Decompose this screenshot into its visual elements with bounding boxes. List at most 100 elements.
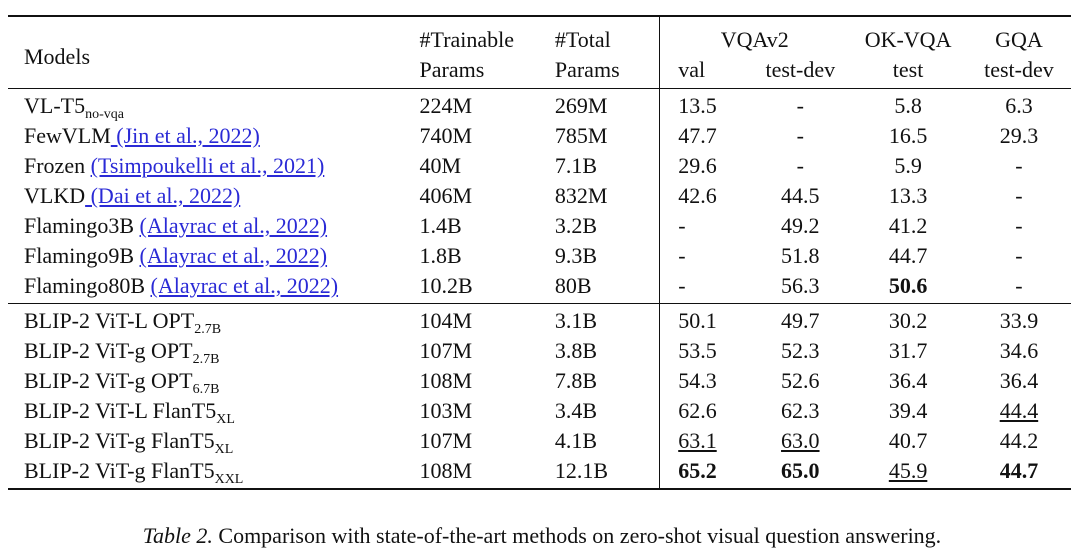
value-trainable: 108M (419, 368, 473, 393)
cell-trainable: 108M (411, 456, 547, 490)
cell-val: 47.7 (659, 121, 752, 151)
cell-testdev: 52.6 (751, 366, 849, 396)
cell-total: 80B (547, 271, 660, 304)
value-total: 7.8B (554, 368, 598, 393)
cell-trainable: 224M (411, 88, 547, 121)
cell-testdev: 62.3 (751, 396, 849, 426)
value-okvqa: 5.8 (894, 93, 922, 118)
value-testdev: 65.0 (781, 458, 820, 483)
value-total: 3.4B (554, 398, 598, 423)
value-trainable: 10.2B (419, 273, 473, 298)
citation-link[interactable]: (Alayrac et al., 2022) (150, 273, 339, 298)
value-total: 3.8B (554, 338, 598, 363)
value-gqa: 6.3 (1005, 93, 1033, 118)
value-trainable: 108M (419, 458, 473, 483)
cell-testdev: 63.0 (751, 426, 849, 456)
value-val: 50.1 (678, 308, 717, 333)
cell-total: 9.3B (547, 241, 660, 271)
model-name: BLIP-2 ViT-g FlanT5 (24, 458, 215, 483)
cell-testdev: 49.2 (751, 211, 849, 241)
value-testdev: 44.5 (781, 183, 820, 208)
cell-testdev: - (751, 121, 849, 151)
cell-gqa: - (967, 271, 1071, 304)
model-name-cell: BLIP-2 ViT-L FlanT5XL (8, 396, 412, 427)
table-row: VLKD (Dai et al., 2022) 406M 832M 42.6 44.5 1… (8, 181, 1071, 211)
cell-total: 269M (546, 88, 660, 121)
model-name-cell: BLIP-2 ViT-g FlanT5XL (8, 426, 412, 457)
model-name-cell: Flamingo9B (Alayrac et al., 2022) (8, 241, 412, 271)
results-table: Models #Trainable #Total VQAv2 OK-VQA GQ… (8, 15, 1071, 490)
value-gqa: 34.6 (999, 338, 1039, 363)
value-gqa: - (1015, 183, 1023, 208)
value-total: 4.1B (554, 428, 598, 453)
cell-val: 62.6 (659, 396, 752, 426)
value-gqa: - (1015, 243, 1023, 268)
value-gqa: - (1015, 153, 1023, 178)
cell-gqa: 34.6 (967, 336, 1071, 366)
model-subscript: no-vqa (85, 107, 124, 122)
cell-total: 785M (547, 121, 660, 151)
model-name-cell: Flamingo80B (Alayrac et al., 2022) (8, 271, 412, 304)
value-testdev: 62.3 (781, 398, 820, 423)
cell-gqa: 33.9 (966, 303, 1071, 336)
cell-gqa: 36.4 (967, 366, 1071, 396)
value-testdev: 49.7 (781, 308, 820, 333)
cell-okvqa: 39.4 (849, 396, 967, 426)
cell-val: - (659, 271, 752, 304)
value-trainable: 740M (419, 123, 473, 148)
header-total-1: #Total (546, 15, 660, 55)
cell-testdev: 65.0 (751, 456, 850, 490)
cell-trainable: 1.8B (412, 241, 547, 271)
cell-okvqa: 13.3 (849, 181, 967, 211)
value-okvqa: 44.7 (888, 243, 928, 268)
value-val: 63.1 (678, 428, 717, 453)
header-okvqa-test: test (892, 57, 924, 82)
header-vqav2: VQAv2 (659, 15, 850, 55)
model-name-cell: FewVLM (Jin et al., 2022) (8, 121, 412, 151)
cell-trainable: 107M (412, 336, 547, 366)
value-val: 47.7 (678, 123, 717, 148)
cell-trainable: 406M (412, 181, 547, 211)
citation-link[interactable]: (Alayrac et al., 2022) (139, 243, 328, 268)
model-name: BLIP-2 ViT-g OPT (24, 338, 193, 363)
cell-total: 7.8B (547, 366, 660, 396)
value-testdev: - (796, 93, 804, 118)
model-name-cell: BLIP-2 ViT-g FlanT5XXL (8, 456, 412, 490)
citation-link[interactable]: (Tsimpoukelli et al., 2021) (90, 153, 325, 178)
cell-okvqa: 50.6 (849, 271, 967, 304)
model-name: BLIP-2 ViT-g OPT (24, 368, 193, 393)
citation-link[interactable]: (Jin et al., 2022) (110, 123, 260, 148)
citation-link[interactable]: (Alayrac et al., 2022) (139, 213, 328, 238)
value-trainable: 406M (419, 183, 473, 208)
cell-gqa: - (967, 151, 1071, 181)
model-name: BLIP-2 ViT-g FlanT5 (24, 428, 215, 453)
cell-testdev: 51.8 (751, 241, 849, 271)
header-total-2: Params (554, 57, 620, 82)
citation-link[interactable]: (Dai et al., 2022) (85, 183, 241, 208)
value-trainable: 107M (419, 338, 473, 363)
cell-testdev: 52.3 (751, 336, 849, 366)
value-total: 3.1B (554, 308, 598, 333)
value-testdev: 51.8 (781, 243, 820, 268)
header-trainable-1: #Trainable (411, 15, 547, 55)
blip2-rows: BLIP-2 ViT-L OPT2.7B 104M 3.1B 50.1 49.7 30.2… (8, 303, 1071, 490)
value-gqa: 36.4 (999, 368, 1039, 393)
model-name-cell: BLIP-2 ViT-g OPT6.7B (8, 366, 412, 397)
header-row-2: Params Params val test-dev test test-dev (8, 55, 1071, 89)
model-name: BLIP-2 ViT-L OPT (24, 308, 195, 333)
cell-val: 13.5 (659, 88, 752, 121)
model-subscript: XXL (214, 472, 244, 487)
caption-label: Table 2. (142, 523, 213, 548)
value-okvqa: 5.9 (894, 153, 922, 178)
cell-total: 7.1B (547, 151, 660, 181)
value-total: 832M (554, 183, 608, 208)
cell-val: - (659, 241, 752, 271)
value-testdev: 52.3 (781, 338, 820, 363)
value-testdev: 56.3 (781, 273, 820, 298)
model-name-cell: BLIP-2 ViT-g OPT2.7B (8, 336, 412, 367)
model-subscript: XL (216, 412, 235, 427)
value-trainable: 104M (419, 308, 473, 333)
value-total: 7.1B (554, 153, 598, 178)
cell-okvqa: 5.8 (849, 88, 967, 121)
model-name: VL-T5 (24, 93, 86, 118)
